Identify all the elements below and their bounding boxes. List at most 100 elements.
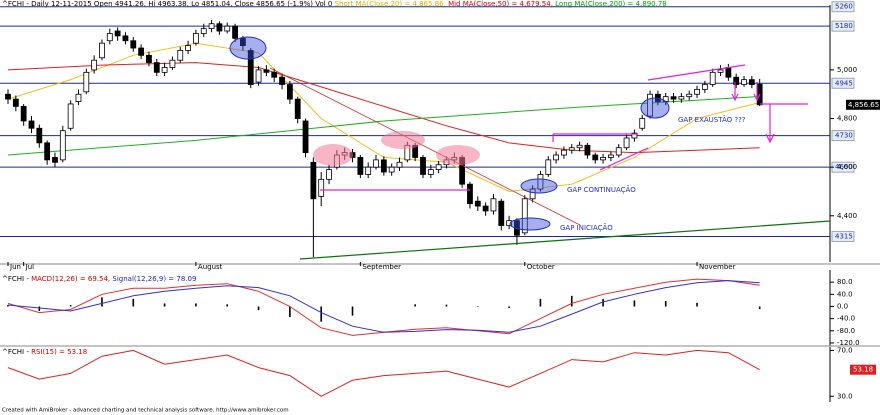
candle-body (396, 161, 403, 168)
annotation: GAP CONTINUAÇÃO (567, 185, 636, 194)
y-tick-label: -40.0 (837, 315, 855, 323)
candle-body (177, 50, 184, 61)
candle-body (435, 164, 442, 171)
candle-body (388, 166, 395, 173)
candle-body (318, 178, 325, 197)
candle-body (380, 159, 387, 173)
candle-body (694, 88, 700, 95)
title-part: ^FCHI - (2, 275, 31, 283)
candle-body (247, 50, 254, 85)
histogram-bar (69, 304, 72, 307)
line (7, 280, 760, 333)
candle-body (521, 198, 528, 234)
candle-body (498, 200, 505, 226)
candle-body (271, 71, 278, 78)
ellipse (436, 145, 480, 165)
title-part: ^FCHI - Daily 12-11-2015 Open 4941.26, H… (2, 0, 335, 8)
candle-body (615, 147, 622, 156)
candle-body (185, 45, 191, 51)
candle-body (28, 120, 35, 129)
candle-body (474, 200, 481, 207)
candle-body (193, 33, 199, 44)
title-part: Signal(12,26,9) = 78.09 (112, 275, 196, 283)
candle-body (568, 147, 575, 151)
ellipse (640, 97, 670, 119)
candle-body (576, 144, 583, 149)
candle-body (239, 37, 246, 47)
y-tick-label: 4,800 (837, 115, 857, 123)
candle-body (608, 154, 614, 158)
x-tick-label: September (362, 263, 401, 271)
candle-body (623, 137, 630, 149)
title-part: MACD(12,26) = 69.54, (31, 275, 112, 283)
level-box (831, 1, 855, 13)
histogram-bar (414, 304, 416, 307)
trend-line (299, 220, 831, 260)
ellipse (509, 217, 551, 231)
last-value-label: 53.18 (853, 366, 873, 374)
histogram-bar (633, 300, 636, 307)
candle-body (130, 40, 137, 49)
y-tick-label: 70.0 (837, 346, 853, 354)
x-tick-label: Jun (9, 263, 21, 271)
candle-body (5, 93, 11, 100)
title-part: Long MA(Close,200) = 4,890.78 (555, 0, 667, 8)
candle-body (75, 93, 82, 102)
histogram-bar (445, 304, 448, 307)
line (7, 349, 760, 397)
candle-body (647, 93, 653, 117)
title-part: ^FCHI - (2, 348, 31, 356)
candle-body (670, 96, 677, 100)
candle-body (748, 79, 755, 85)
candle-body (146, 54, 152, 64)
histogram-bar (664, 301, 667, 307)
candle-body (106, 33, 113, 42)
candle-body (592, 154, 599, 161)
candle-body (169, 59, 176, 68)
plot-area: ^FCHI - Daily 12-11-2015 Open 4941.26, H… (0, 0, 880, 402)
y-tick-label: 80.0 (837, 278, 853, 286)
candle-body (733, 76, 740, 85)
pane-title: ^FCHI - Daily 12-11-2015 Open 4941.26, H… (2, 0, 667, 8)
y-tick-label: 40.0 (837, 290, 853, 298)
title-part: Mid MA(Close,50) = 4,679.54, (448, 0, 555, 8)
candle-body (678, 96, 685, 100)
level-box (831, 130, 855, 142)
candle-body (286, 84, 293, 100)
histogram-bar (257, 306, 260, 311)
level-label: 4730 (835, 132, 853, 140)
candle-body (506, 220, 513, 226)
y-tick-label: 5,000 (837, 66, 857, 74)
candle-body (99, 42, 105, 59)
y-tick-label: -80.0 (837, 327, 855, 335)
last-price-box (846, 99, 880, 110)
level-box (831, 20, 855, 32)
candle-body (36, 127, 43, 144)
candle-body (67, 103, 74, 129)
candle-body (255, 69, 262, 83)
candle-body (122, 35, 129, 42)
candle-body (161, 67, 168, 73)
candle-body (717, 69, 724, 73)
candle-body (420, 157, 426, 175)
candle-body (686, 93, 693, 98)
candle-body (59, 130, 66, 161)
annotation: GAP EXAUSTÃO ??? (678, 115, 746, 124)
histogram-bar (602, 298, 604, 307)
candle-body (83, 71, 90, 93)
y-tick-label: 30.0 (837, 392, 853, 400)
ellipse (381, 131, 425, 149)
x-tick-label: October (527, 263, 555, 271)
level-label: 4600 (835, 163, 853, 171)
histogram-bar (195, 303, 197, 307)
ellipse (313, 144, 353, 166)
candle-body (584, 144, 591, 156)
histogram-bar (758, 306, 761, 310)
candle-body (208, 23, 215, 29)
candle-body (20, 105, 27, 122)
candle-body (91, 59, 98, 71)
histogram-bar (38, 306, 41, 312)
candle-body (631, 132, 638, 139)
title-part: RSI(15) = 53.18 (31, 348, 87, 356)
